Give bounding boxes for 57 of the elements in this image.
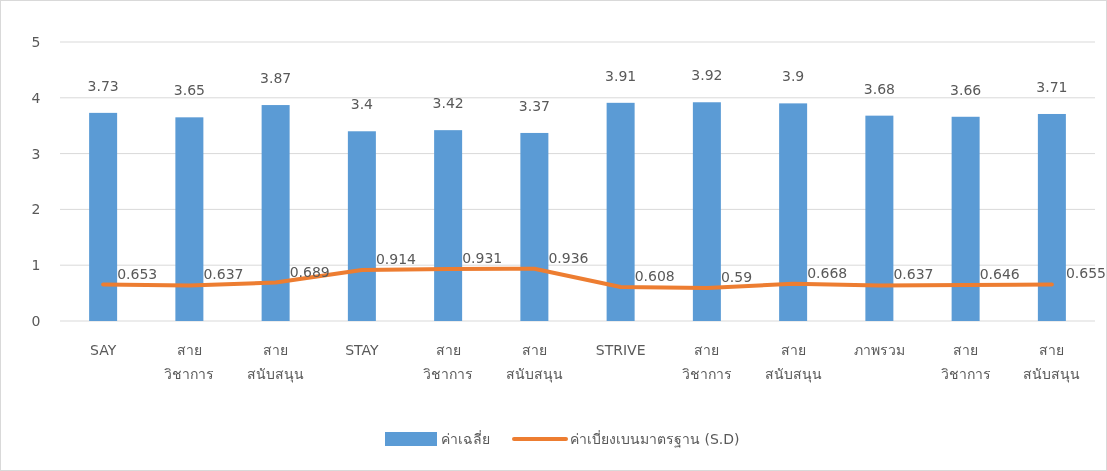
data-label: 3.92 — [691, 67, 723, 84]
x-tick-label: สาย สนับสนุน — [1023, 342, 1081, 383]
bar — [347, 131, 376, 321]
data-label: 0.637 — [893, 266, 934, 283]
y-tick-label: 0 — [31, 313, 41, 329]
y-tick-label: 1 — [31, 257, 41, 274]
data-label: 0.646 — [979, 265, 1020, 282]
y-tick-label: 2 — [31, 201, 41, 218]
data-label: 0.914 — [375, 251, 417, 267]
legend-label: ค่าเฉลี่ย — [441, 430, 490, 447]
data-label: 0.653 — [117, 265, 158, 282]
x-tick-label: สาย สนับสนุน — [505, 342, 563, 383]
x-tick-label: สาย วิชาการ — [681, 342, 732, 382]
data-label: 0.637 — [203, 266, 244, 283]
data-label: 3.42 — [432, 95, 464, 112]
x-tick-label: STAY — [345, 342, 380, 358]
data-label: 0.608 — [634, 268, 675, 285]
bar — [606, 102, 635, 321]
bar — [175, 117, 204, 321]
y-tick-label: 4 — [31, 89, 41, 106]
x-tick-label: สาย วิชาการ — [423, 342, 474, 382]
data-label: 0.59 — [720, 269, 753, 286]
data-label: 3.4 — [350, 96, 374, 113]
data-label: 3.68 — [863, 80, 895, 97]
data-label: 0.655 — [1065, 265, 1106, 282]
bar — [951, 116, 980, 321]
data-label: 3.9 — [781, 68, 805, 85]
bar — [692, 102, 721, 321]
data-label: 3.71 — [1036, 78, 1068, 95]
legend-label: ค่าเบี่ยงเบนมาตรฐาน (S.D) — [570, 430, 740, 448]
data-label: 3.87 — [260, 70, 292, 87]
bar — [261, 105, 290, 321]
data-label: 0.689 — [289, 263, 330, 280]
line-series — [101, 266, 1054, 291]
bar — [89, 112, 118, 321]
bar — [1037, 113, 1066, 321]
data-label: 0.936 — [548, 249, 589, 266]
y-tick-label: 3 — [31, 145, 41, 162]
x-tick-label: สาย วิชาการ — [164, 342, 215, 382]
data-label: 3.37 — [518, 97, 550, 114]
bar — [779, 103, 808, 321]
data-label: 3.91 — [605, 67, 637, 84]
y-tick-label: 5 — [31, 34, 41, 50]
x-tick-label: ภาพรวม — [853, 342, 905, 358]
x-tick-label: สาย สนับสนุน — [247, 342, 305, 383]
data-label: 3.66 — [950, 81, 982, 98]
bar — [520, 132, 549, 321]
x-tick-label: สาย วิชาการ — [940, 342, 991, 382]
bar — [434, 130, 463, 321]
x-tick-label: STRIVE — [595, 342, 646, 358]
data-label: 0.931 — [462, 250, 503, 267]
data-label: 3.73 — [87, 77, 119, 94]
bar — [865, 115, 894, 321]
x-tick-label: SAY — [90, 342, 117, 358]
x-tick-label: สาย สนับสนุน — [764, 342, 822, 383]
data-label: 0.668 — [807, 264, 848, 281]
data-label: 3.65 — [173, 82, 205, 99]
